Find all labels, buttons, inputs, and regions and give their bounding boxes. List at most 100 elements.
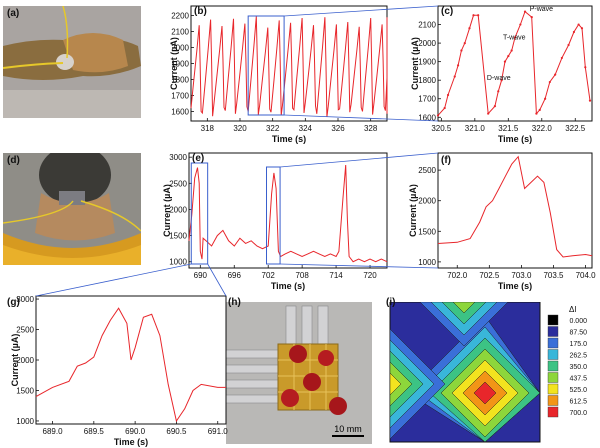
data-point <box>460 49 463 52</box>
y-axis-label: Current (µA) <box>408 184 418 237</box>
chart-f: 702.0 702.5 703.0 703.5 704.0 1000 1500 2000 250… <box>408 152 597 291</box>
y-tick-label: 3000 <box>169 153 187 162</box>
y-tick-label: 1000 <box>169 258 187 267</box>
x-tick-label: 696 <box>228 271 242 280</box>
data-point <box>436 114 440 117</box>
legend-title: ΔI <box>569 305 577 314</box>
panel-label-f: (f) <box>441 155 451 166</box>
zoom-connector <box>280 263 439 269</box>
legend-label: 525.0 <box>569 387 587 394</box>
annotation-p-wave: P-wave <box>530 6 553 13</box>
data-point <box>472 14 475 17</box>
x-tick-label: 714 <box>329 271 343 280</box>
wrist-photo <box>3 6 141 118</box>
x-tick-label: 690 <box>194 271 208 280</box>
data-point <box>446 93 450 97</box>
zoom-connector <box>284 114 439 122</box>
data-point <box>554 73 557 76</box>
data-point <box>463 41 466 45</box>
x-tick-label: 322.0 <box>532 124 553 133</box>
legend-swatch <box>547 349 559 360</box>
legend-swatch <box>547 326 559 337</box>
neck-photo-drawing <box>3 153 141 265</box>
heatmap-i: ΔI 0.000 87.50 175.0 262.5 350.0 437.5 525.0 612… <box>389 302 587 443</box>
legend-label: 0.000 <box>569 318 587 325</box>
series-line-f <box>437 155 593 258</box>
data-point <box>456 64 460 67</box>
sensor-array-photo: 10 mm <box>226 302 372 444</box>
y-tick-label: 1700 <box>171 91 189 100</box>
y-tick-label: 1800 <box>418 76 436 85</box>
legend-swatch <box>547 337 559 349</box>
panel-label-e: (e) <box>192 153 205 164</box>
legend-swatch <box>547 406 559 418</box>
x-tick-label: 320 <box>233 124 247 133</box>
y-tick-label: 2000 <box>171 44 189 53</box>
x-tick-label: 708 <box>295 271 309 280</box>
legend-label: 437.5 <box>569 376 587 383</box>
zoom-connector <box>207 263 227 297</box>
legend-label: 262.5 <box>569 353 587 360</box>
x-tick-label: 690.5 <box>166 427 187 436</box>
x-tick-label: 689.5 <box>84 427 105 436</box>
y-axis-label: Current (µA) <box>162 184 172 237</box>
chart-e: 690 696 702 708 714 720 1000 1500 2000 2500 3000 Ti… <box>162 152 388 291</box>
x-tick-label: 320.5 <box>431 124 452 133</box>
legend-swatch <box>547 314 559 326</box>
x-tick-label: 720 <box>363 271 377 280</box>
data-point <box>548 80 551 84</box>
x-tick-label: 704.0 <box>576 271 597 280</box>
legend-swatch <box>547 372 559 383</box>
data-point <box>477 14 480 17</box>
x-tick-label: 321.0 <box>465 124 486 133</box>
y-tick-label: 2000 <box>169 205 187 214</box>
y-tick-label: 1800 <box>171 75 189 84</box>
chart-g: 689.0 689.5 690.0 690.5 691.0 1000 1500 2000 250… <box>10 295 228 447</box>
x-tick-label: 702.0 <box>447 271 468 280</box>
chart-c: 320.5 321.0 321.5 322.0 322.5 1600 1700 1800 190… <box>410 5 593 144</box>
y-tick-label: 2500 <box>169 179 187 188</box>
data-point <box>577 23 580 26</box>
y-tick-label: 1000 <box>16 417 34 426</box>
y-tick-label: 2000 <box>418 39 436 48</box>
data-point <box>507 54 510 58</box>
panel-label-d: (d) <box>7 155 20 166</box>
series-line-c <box>437 10 591 116</box>
contour-band <box>389 372 402 396</box>
y-tick-label: 2100 <box>418 21 436 30</box>
y-tick-label: 1600 <box>418 113 436 122</box>
x-tick-label: 321.5 <box>498 124 519 133</box>
x-tick-label: 328 <box>364 124 378 133</box>
legend-swatch <box>547 395 559 406</box>
data-point <box>519 23 522 26</box>
x-axis-label: Time (s) <box>272 134 306 144</box>
data-point <box>567 43 570 47</box>
y-tick-label: 2500 <box>16 326 34 335</box>
x-axis-label: Time (s) <box>498 134 532 144</box>
scale-bar-label: 10 mm <box>334 424 362 434</box>
y-tick-label: 1000 <box>418 258 436 267</box>
data-point <box>468 27 471 30</box>
neck-photo <box>3 153 141 265</box>
heatmap-contours <box>389 302 541 443</box>
data-point <box>443 106 446 110</box>
legend-label: 612.5 <box>569 399 587 406</box>
x-tick-label: 702.5 <box>479 271 500 280</box>
series-line-g <box>35 307 226 423</box>
zoom-connector <box>280 152 439 168</box>
x-tick-label: 322.5 <box>565 124 586 133</box>
x-axis-label: Time (s) <box>498 281 532 291</box>
x-tick-label: 691.0 <box>208 427 229 436</box>
x-tick-label: 690.0 <box>125 427 146 436</box>
zoom-box-e-second <box>266 166 281 265</box>
data-point <box>530 16 533 19</box>
data-point <box>572 30 576 34</box>
data-point <box>584 66 587 69</box>
x-tick-label: 326 <box>331 124 345 133</box>
legend-swatch <box>547 360 559 372</box>
data-point <box>487 112 490 115</box>
data-point <box>497 90 500 93</box>
y-tick-label: 2100 <box>171 28 189 37</box>
data-point <box>493 105 497 108</box>
panel-label-i: (i) <box>386 297 396 308</box>
